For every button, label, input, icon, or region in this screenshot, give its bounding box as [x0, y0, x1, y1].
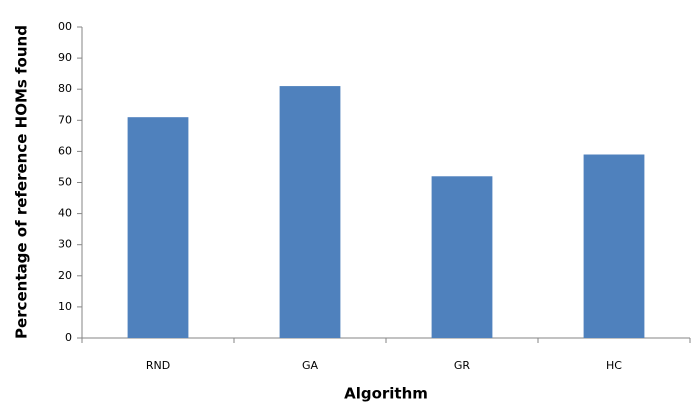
y-tick-label: 00	[58, 20, 72, 33]
x-tick-label: GR	[454, 359, 471, 372]
x-axis-title: Algorithm	[344, 385, 428, 403]
bar	[279, 86, 341, 338]
y-tick-label: 50	[58, 176, 72, 189]
x-tick-label: GA	[302, 359, 319, 372]
bar	[431, 176, 493, 338]
y-tick-label: 80	[58, 82, 72, 95]
y-tick-label: 90	[58, 51, 72, 64]
y-tick-label: 10	[58, 300, 72, 313]
x-tick-label: HC	[606, 359, 622, 372]
bar	[127, 117, 189, 338]
x-tick-label: RND	[146, 359, 170, 372]
y-tick-label: 60	[58, 144, 72, 157]
bar	[583, 154, 645, 338]
y-tick-label: 30	[58, 238, 72, 251]
y-tick-label: 0	[65, 331, 72, 344]
y-tick-label: 70	[58, 113, 72, 126]
y-axis-title: Percentage of reference HOMs found	[13, 25, 31, 339]
y-tick-label: 40	[58, 207, 72, 220]
y-tick-label: 20	[58, 269, 72, 282]
